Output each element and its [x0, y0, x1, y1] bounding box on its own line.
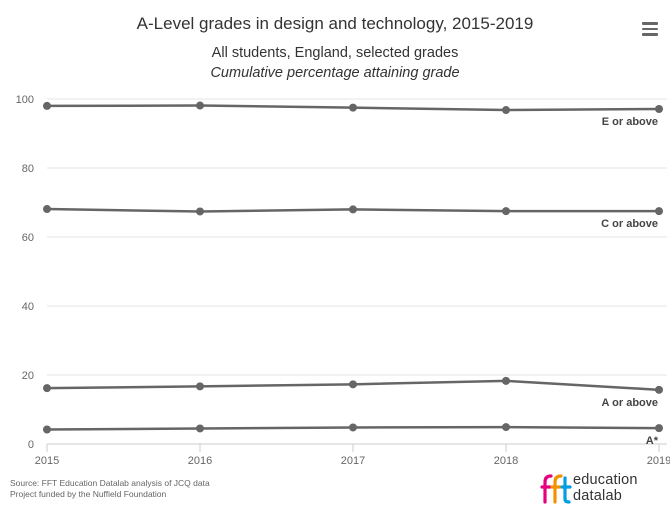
source-note: Source: FFT Education Datalab analysis o… [10, 478, 210, 500]
data-point [43, 425, 51, 434]
data-point [43, 101, 51, 110]
y-tick-label: 20 [22, 370, 34, 382]
x-tick-label: 2018 [494, 455, 518, 467]
data-point [502, 423, 510, 432]
y-tick-label: 80 [22, 163, 34, 175]
data-point [43, 384, 51, 393]
y-tick-label: 60 [22, 232, 34, 244]
x-tick-label: 2016 [188, 455, 212, 467]
series-label: A* [646, 435, 659, 447]
menu-bar [642, 33, 658, 36]
funding-line: Project funded by the Nuffield Foundatio… [10, 489, 167, 499]
x-tick-label: 2019 [647, 455, 670, 467]
data-point [655, 207, 663, 216]
x-tick-label: 2017 [341, 455, 365, 467]
series-label: A or above [602, 397, 658, 409]
menu-bar [642, 22, 658, 25]
logo-line-datalab: datalab [573, 488, 622, 504]
hamburger-menu-icon[interactable] [642, 22, 658, 36]
data-point [502, 376, 510, 385]
data-point [655, 105, 663, 114]
chart-title: A-Level grades in design and technology,… [136, 14, 534, 33]
x-tick-label: 2015 [35, 455, 59, 467]
chart-subtitle: All students, England, selected grades [211, 45, 459, 61]
data-point [349, 423, 357, 432]
chart-subtitle-italic: Cumulative percentage attaining grade [210, 65, 460, 81]
data-point [43, 205, 51, 214]
fft-logo-mark [540, 474, 572, 504]
data-point [349, 205, 357, 214]
series-label: E or above [602, 116, 658, 128]
series-label: C or above [601, 218, 658, 230]
y-tick-label: 40 [22, 301, 34, 313]
data-point [196, 382, 204, 391]
data-point [196, 424, 204, 433]
data-point [655, 424, 663, 433]
data-point [502, 207, 510, 216]
fft-education-datalab-logo: education datalab [540, 472, 665, 506]
data-point [349, 380, 357, 389]
y-tick-label: 0 [28, 439, 34, 451]
data-point [502, 106, 510, 115]
data-point [196, 207, 204, 216]
source-line: Source: FFT Education Datalab analysis o… [10, 478, 210, 488]
data-point [196, 101, 204, 110]
menu-bar [642, 27, 658, 30]
data-point [349, 103, 357, 112]
data-point [655, 385, 663, 394]
y-tick-label: 100 [16, 94, 34, 106]
logo-text: education datalab [573, 472, 638, 504]
logo-line-education: education [573, 472, 638, 488]
